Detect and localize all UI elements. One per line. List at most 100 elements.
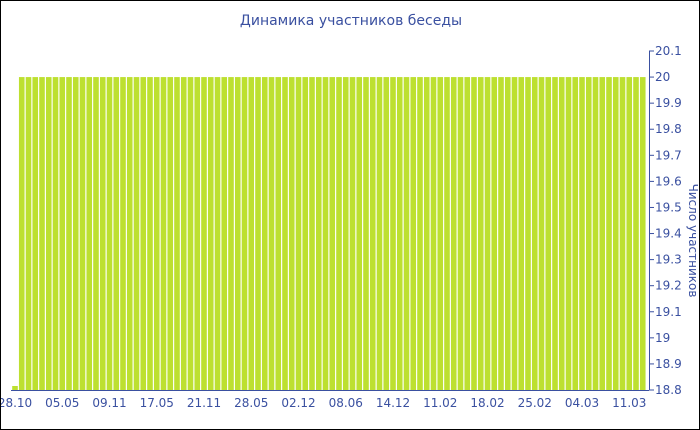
y-tick-label: 18.9: [655, 357, 682, 371]
bar: [214, 77, 221, 391]
bar: [302, 77, 309, 391]
bar: [531, 77, 538, 391]
bar: [450, 77, 457, 391]
bar: [633, 77, 639, 391]
bar: [484, 77, 491, 391]
bar: [295, 77, 302, 391]
bar: [464, 77, 471, 391]
bar: [52, 77, 59, 391]
bar: [599, 77, 606, 391]
bar: [86, 77, 93, 391]
bar: [342, 77, 349, 391]
bar: [545, 77, 552, 391]
x-tick-label: 04.03: [565, 396, 599, 410]
bar: [160, 77, 167, 391]
y-tick-label: 19.3: [655, 253, 682, 267]
bar: [579, 77, 585, 391]
bar: [619, 77, 626, 391]
y-tick-label: 19.5: [655, 200, 682, 214]
bar: [376, 77, 383, 391]
bar: [66, 77, 72, 391]
y-tick-label: 19.8: [655, 122, 682, 136]
bar: [79, 77, 86, 391]
bar: [639, 77, 646, 391]
bar: [558, 77, 565, 391]
bar: [187, 77, 194, 391]
y-tick-label: 20: [655, 70, 670, 84]
bar: [322, 77, 329, 391]
y-tick-label: 18.8: [655, 383, 682, 397]
y-tick-label: 19.1: [655, 305, 682, 319]
bar: [282, 77, 288, 391]
bar: [437, 77, 444, 391]
bar: [403, 77, 410, 391]
x-tick-label: 25.02: [518, 396, 552, 410]
y-tick-label: 19.7: [655, 148, 682, 162]
bar: [180, 77, 187, 391]
bar: [241, 77, 248, 391]
bar: [32, 77, 39, 391]
bar: [147, 77, 153, 391]
bar: [99, 77, 106, 391]
bar: [390, 77, 396, 391]
bar: [336, 77, 342, 391]
bar: [606, 77, 612, 391]
bar: [126, 77, 133, 391]
x-tick-label: 28.05: [234, 396, 268, 410]
x-tick-label: 18.02: [470, 396, 504, 410]
bar: [511, 77, 518, 391]
y-axis-label: Число участников: [686, 184, 700, 298]
x-tick-label: 08.06: [329, 396, 363, 410]
bar: [133, 77, 140, 391]
x-tick-label: 11.02: [423, 396, 457, 410]
bar: [93, 77, 99, 391]
bar: [410, 77, 417, 391]
bar: [174, 77, 180, 391]
y-tick-label: 19.6: [655, 174, 682, 188]
bar: [363, 77, 369, 391]
bar: [167, 77, 174, 391]
bar: [113, 77, 120, 391]
bar: [585, 77, 592, 391]
bar: [309, 77, 315, 391]
y-tick-label: 19.9: [655, 96, 682, 110]
chart-title: Динамика участников беседы: [239, 13, 463, 29]
bar: [288, 77, 295, 391]
bar: [106, 77, 113, 391]
bar: [248, 77, 255, 391]
bar: [201, 77, 207, 391]
bar: [18, 77, 25, 391]
bar: [430, 77, 437, 391]
x-tick-label: 11.03: [612, 396, 646, 410]
bar: [39, 77, 45, 391]
x-tick-label: 05.05: [45, 396, 79, 410]
bar: [59, 77, 66, 391]
bar: [383, 77, 390, 391]
bar: [417, 77, 423, 391]
bar: [255, 77, 261, 391]
bar: [275, 77, 282, 391]
bar: [423, 77, 430, 391]
bar: [221, 77, 228, 391]
bar: [592, 77, 599, 391]
x-tick-label: 09.11: [92, 396, 126, 410]
bar: [12, 386, 18, 390]
x-tick-label: 28.10: [1, 396, 32, 410]
bar: [525, 77, 531, 391]
bar: [552, 77, 558, 391]
bar: [25, 77, 32, 391]
bar: [315, 77, 322, 391]
bar: [356, 77, 363, 391]
bar: [612, 77, 619, 391]
y-tick-label: 19.4: [655, 227, 682, 241]
bar: [396, 77, 403, 391]
bar: [504, 77, 511, 391]
bar: [261, 77, 268, 391]
bar: [349, 77, 356, 391]
bar: [369, 77, 376, 391]
bar: [234, 77, 241, 391]
y-tick-label: 19: [655, 331, 670, 345]
x-tick-label: 02.12: [281, 396, 315, 410]
bar: [471, 77, 477, 391]
